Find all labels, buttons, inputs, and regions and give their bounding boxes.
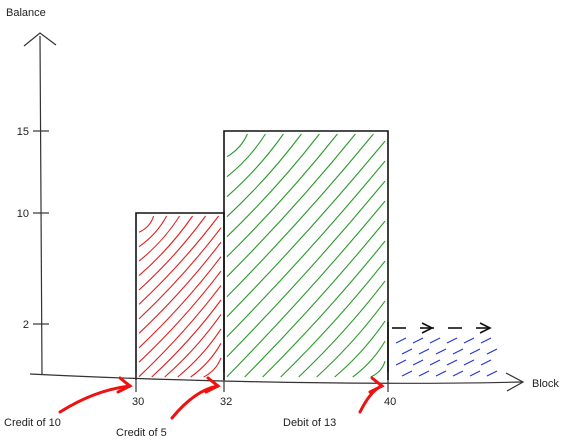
hatch-stroke <box>244 220 386 378</box>
annotation-arrowhead <box>368 376 385 394</box>
hatch-stroke <box>226 140 386 318</box>
bar-hatch <box>138 215 222 378</box>
hatch-stroke <box>138 215 181 262</box>
hatch-stroke <box>446 337 458 344</box>
hatch-stroke <box>190 343 222 378</box>
hatch-stroke <box>226 133 356 278</box>
hatch-stroke <box>463 337 475 344</box>
hatch-stroke <box>138 241 222 334</box>
hatch-stroke <box>352 340 386 378</box>
annotation: Credit of 10 <box>4 376 133 429</box>
hatch-stroke <box>226 160 386 338</box>
hatch-stroke <box>418 370 430 377</box>
hatch-stroke <box>226 133 320 238</box>
hatch-stroke <box>226 133 248 158</box>
hatch-stroke <box>138 215 194 277</box>
annotation: Debit of 13 <box>283 376 385 429</box>
x-ticks: 30 32 40 <box>132 372 396 408</box>
hatch-stroke <box>164 314 222 378</box>
hatch-stroke <box>138 215 220 305</box>
annotation-arrowhead <box>204 376 221 394</box>
hatch-stroke <box>401 370 413 377</box>
hatch-stroke <box>226 133 302 218</box>
annotations: Credit of 10 Credit of 5 Debit of 13 <box>4 376 385 439</box>
x-axis-arrowhead <box>505 372 525 392</box>
hatch-stroke <box>412 359 424 366</box>
hatch-stroke <box>138 215 207 291</box>
hatch-stroke <box>412 337 424 344</box>
annotation-label: Credit of 10 <box>4 417 61 429</box>
y-axis <box>39 35 43 376</box>
x-axis-label: Block <box>532 378 559 390</box>
hatch-stroke <box>452 370 464 377</box>
hatch-stroke <box>401 348 413 355</box>
hatch-stroke <box>138 270 222 363</box>
x-tick-label: 32 <box>220 396 232 408</box>
hatch-stroke <box>138 256 222 349</box>
hatch-stroke <box>316 300 386 378</box>
y-ticks: 2 10 15 <box>17 126 49 331</box>
hatch-stroke <box>429 359 441 366</box>
hatch-stroke <box>138 215 155 233</box>
hatch-stroke <box>435 370 447 377</box>
hatch-stroke <box>138 227 222 320</box>
bar-hatch <box>226 133 386 378</box>
y-tick-label: 10 <box>17 208 29 220</box>
hatch-stroke <box>469 370 481 377</box>
axes <box>23 32 525 392</box>
hatch-stroke <box>480 359 492 366</box>
hatch-stroke <box>226 200 386 378</box>
hatch-stroke <box>429 337 441 344</box>
bar-hatch <box>395 337 498 377</box>
bar <box>387 322 492 380</box>
y-axis-arrowhead <box>23 32 57 47</box>
hatch-stroke <box>486 348 498 355</box>
hatch-stroke <box>395 359 407 366</box>
y-axis-label: Balance <box>6 7 46 19</box>
hatch-stroke <box>226 133 284 198</box>
hatch-stroke <box>226 133 374 298</box>
hatch-stroke <box>463 359 475 366</box>
hatch-stroke <box>334 320 386 378</box>
y-tick-label: 2 <box>23 319 29 331</box>
continue-arrowhead <box>421 322 434 334</box>
hatch-stroke <box>151 299 222 378</box>
annotation-label: Debit of 13 <box>283 417 336 429</box>
continue-arrowhead <box>479 322 492 334</box>
hatch-stroke <box>446 359 458 366</box>
bars <box>135 130 492 380</box>
hatch-stroke <box>395 337 407 344</box>
hatch-stroke <box>262 240 386 378</box>
annotation-arrow <box>58 384 132 414</box>
x-tick-label: 40 <box>384 396 396 408</box>
bar-hatching <box>138 133 498 378</box>
bar-outline <box>223 130 389 380</box>
hatch-stroke <box>469 348 481 355</box>
hatch-stroke <box>452 348 464 355</box>
annotation-arrowhead <box>116 376 133 394</box>
hatch-stroke <box>370 360 386 378</box>
hatch-stroke <box>418 348 430 355</box>
hatch-stroke <box>177 328 222 378</box>
annotation-label: Credit of 5 <box>116 427 167 439</box>
hatch-stroke <box>138 285 222 378</box>
hatch-stroke <box>280 260 386 378</box>
hatch-stroke <box>298 280 386 378</box>
x-tick-label: 30 <box>132 396 144 408</box>
hatch-stroke <box>486 370 498 377</box>
hatch-stroke <box>226 133 266 178</box>
hatch-stroke <box>226 133 338 258</box>
hatch-stroke <box>226 180 386 358</box>
x-axis <box>29 373 524 384</box>
hatch-stroke <box>435 348 447 355</box>
hatch-stroke <box>203 357 222 378</box>
hatch-stroke <box>480 337 492 344</box>
annotation: Credit of 5 <box>116 376 221 439</box>
bar <box>223 130 389 380</box>
y-tick-label: 15 <box>17 126 29 138</box>
hatch-stroke <box>138 215 168 248</box>
